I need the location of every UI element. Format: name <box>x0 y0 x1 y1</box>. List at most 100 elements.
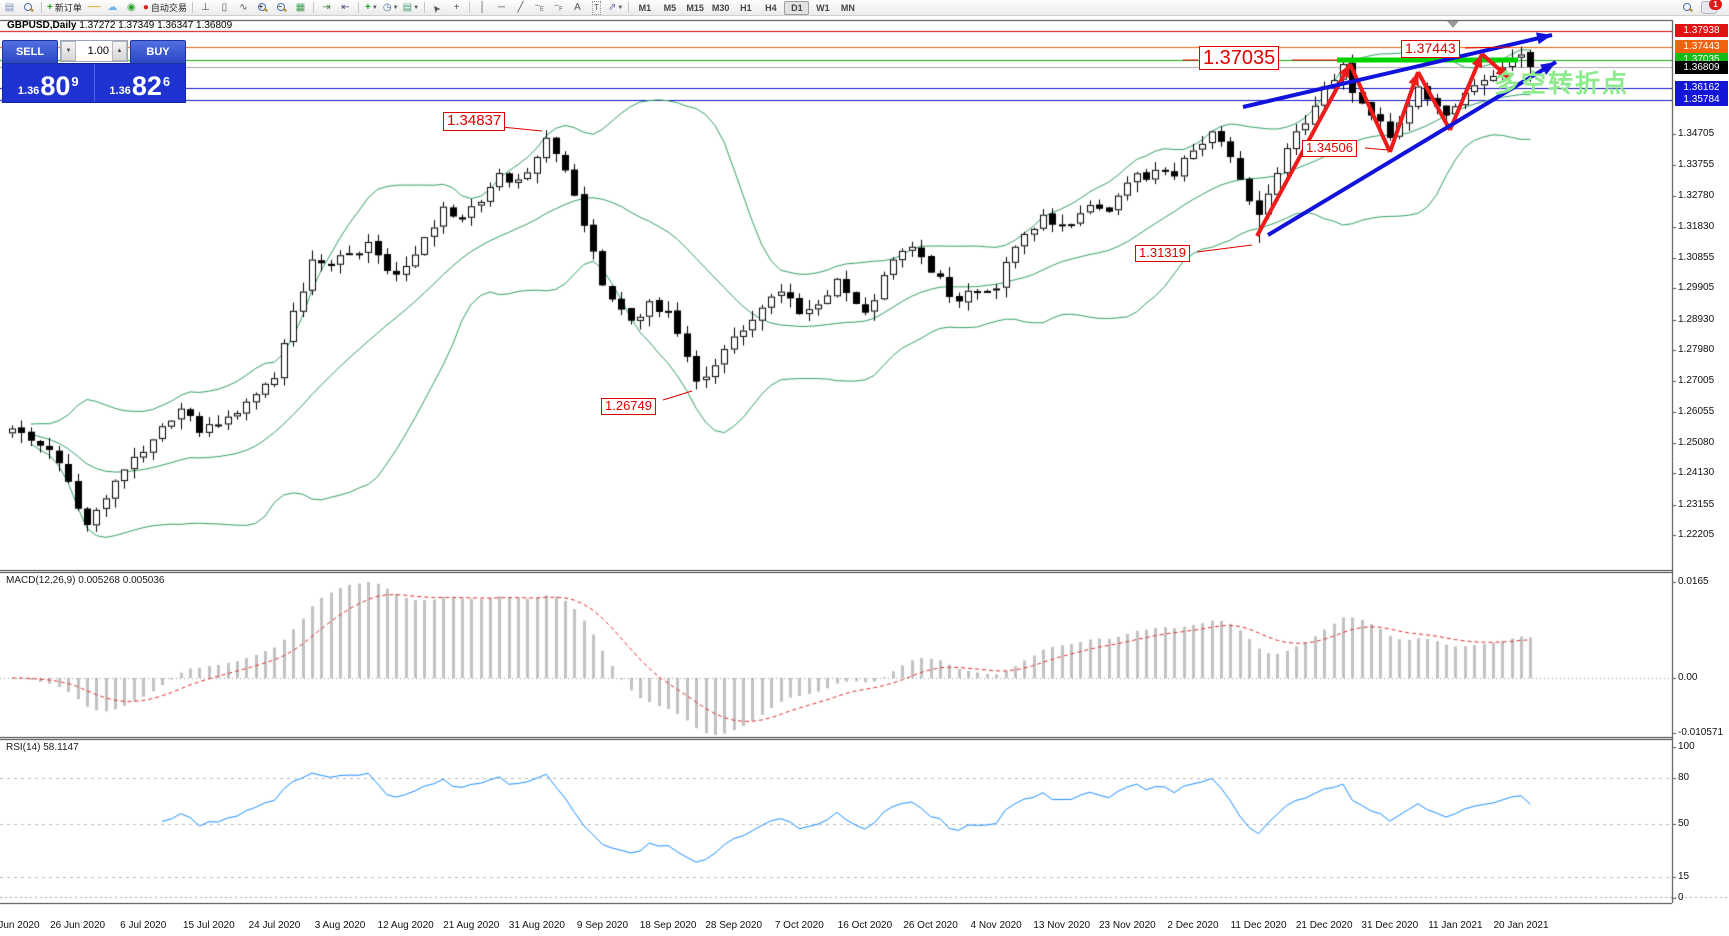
sell-price-display[interactable]: 1.36 80 9 <box>17 71 79 101</box>
bar-chart-mode-icon[interactable]: ⊥ <box>201 1 210 13</box>
price-level-badge: 1.36809 <box>1675 60 1728 74</box>
broom-icon[interactable]: ／ <box>86 0 102 15</box>
date-label: 7 Oct 2020 <box>774 920 824 931</box>
date-label: 12 Aug 2020 <box>377 920 434 931</box>
timeframe-M5[interactable]: M5 <box>663 2 677 13</box>
indicator-scale-label: 0.00 <box>1678 672 1698 683</box>
chart-window-icon[interactable]: ▤ <box>4 1 15 13</box>
candlestick-mode-icon[interactable]: ▯ <box>221 1 228 13</box>
trendline-tool-icon[interactable]: ╱ <box>517 1 524 13</box>
chevron-down-icon: ▼ <box>413 4 420 11</box>
date-label: 6 Jul 2020 <box>120 920 167 931</box>
volume-up-button[interactable]: ▲ <box>112 41 127 61</box>
zoom-out-icon[interactable]: − <box>273 1 290 14</box>
print-preview-icon[interactable] <box>20 1 37 14</box>
buy-price-display[interactable]: 1.36 82 6 <box>109 71 171 101</box>
date-label: 4 Nov 2020 <box>970 920 1022 931</box>
timeframe-H4[interactable]: H4 <box>765 2 777 13</box>
community-icon[interactable]: ☁ <box>107 1 118 13</box>
text-tool-icon[interactable]: A <box>574 1 581 13</box>
templates-button[interactable]: ▤ ▼ <box>402 1 420 13</box>
price-tick-label: 1.27005 <box>1678 375 1715 387</box>
arrows-tool-button[interactable]: ⇗ ▼ <box>608 1 624 13</box>
one-click-trading-panel: SELL ▼ ▲ BUY 1.36 80 9 1.36 82 6 <box>2 40 186 103</box>
date-label: 11 Jan 2021 <box>1428 920 1483 931</box>
price-tick-label: 1.34705 <box>1678 128 1715 140</box>
indicator-scale-label: 80 <box>1678 772 1690 783</box>
timeframe-M1[interactable]: M1 <box>638 2 652 13</box>
autotrading-button[interactable]: ● 自动交易 <box>142 1 187 13</box>
price-level-badge: 1.36162 <box>1675 81 1728 95</box>
price-tick-label: 1.28930 <box>1678 313 1715 325</box>
timeframe-H1[interactable]: H1 <box>740 2 752 13</box>
timeframe-button-group: M1 M5 M15 M30 H1 H4 D1 W1 MN <box>632 0 860 15</box>
volume-down-button[interactable]: ▼ <box>61 41 76 61</box>
date-label: 26 Jun 2020 <box>50 920 106 931</box>
vertical-line-tool-icon[interactable]: │ <box>479 1 486 13</box>
timeframe-D1[interactable]: D1 <box>784 0 810 15</box>
annotation-low-jan11[interactable]: 1.34506 <box>1302 140 1357 157</box>
indicators-button[interactable]: + ▼ <box>365 1 378 13</box>
date-label: 3 Aug 2020 <box>314 920 366 931</box>
price-tick-label: 1.31830 <box>1678 220 1715 232</box>
toolbar-separator <box>424 2 426 13</box>
line-chart-mode-icon[interactable]: ∿ <box>239 1 248 13</box>
toolbar-separator <box>191 2 193 13</box>
timeframe-W1[interactable]: W1 <box>816 2 830 13</box>
toolbar-separator <box>469 2 471 13</box>
price-tick-label: 1.22205 <box>1678 529 1715 541</box>
channel-tool-icon[interactable]: ┄E <box>535 0 544 13</box>
chart-shift-marker[interactable] <box>1447 21 1459 28</box>
price-tick-label: 1.27980 <box>1678 343 1715 355</box>
annotation-low-dec11[interactable]: 1.31319 <box>1135 245 1190 262</box>
timeframe-MN[interactable]: MN <box>840 2 855 13</box>
price-tick-label: 1.23155 <box>1678 498 1715 510</box>
date-label: 2 Dec 2020 <box>1167 920 1219 931</box>
search-icon[interactable] <box>1683 3 1692 12</box>
auto-scroll-icon[interactable]: ⇥ <box>322 1 331 13</box>
crosshair-tool-icon[interactable]: + <box>453 1 460 13</box>
zoom-in-icon[interactable]: + <box>254 1 271 14</box>
sell-button[interactable]: SELL <box>2 40 58 64</box>
indicator-scale-label: -0.010571 <box>1678 727 1724 738</box>
indicator-scale-label: 50 <box>1678 818 1690 829</box>
timeframe-M30[interactable]: M30 <box>711 2 730 13</box>
periods-button[interactable]: ◷ ▼ <box>382 1 399 13</box>
chevron-down-icon: ▼ <box>392 4 399 11</box>
annotation-low-sep23[interactable]: 1.26749 <box>601 398 656 415</box>
buy-button[interactable]: BUY <box>130 40 186 64</box>
date-label: 9 Sep 2020 <box>576 920 629 931</box>
toolbar-right-group: 1 <box>1683 0 1729 14</box>
text-label-tool-icon[interactable]: T <box>588 0 605 15</box>
cursor-tool-icon[interactable]: ➤ <box>430 1 445 15</box>
tile-windows-icon[interactable]: ▦ <box>295 1 306 13</box>
ohlc-values: 1.37272 1.37349 1.36347 1.36809 <box>79 20 233 31</box>
annotation-high-jan04[interactable]: 1.37035 <box>1199 46 1280 71</box>
new-order-button[interactable]: + 新订单 <box>47 1 82 13</box>
date-label: 20 Jan 2021 <box>1493 920 1549 931</box>
fibonacci-tool-icon[interactable]: ┄F <box>554 0 563 13</box>
signal-icon[interactable]: ◉ <box>126 1 136 13</box>
date-label: 21 Aug 2020 <box>443 920 500 931</box>
chart-shift-icon[interactable]: ⇤ <box>341 1 350 13</box>
volume-input[interactable] <box>76 41 112 61</box>
chart-note-text: 多空转折点 <box>1494 70 1630 98</box>
main-toolbar: ▤ + 新订单 ／ ☁ ◉ ● 自动交易 ⊥ ▯ ∿ + − ▦ ⇥ ⇤ + ▼ … <box>0 0 1729 16</box>
notification-icon[interactable]: 1 <box>1701 0 1722 14</box>
volume-spinner: ▼ ▲ <box>60 40 128 62</box>
horizontal-line-tool-icon[interactable]: ─ <box>497 1 506 13</box>
price-level-badge: 1.35784 <box>1675 93 1728 107</box>
date-label: 18 Sep 2020 <box>639 920 697 931</box>
date-label: 28 Sep 2020 <box>705 920 763 931</box>
timeframe-M15[interactable]: M15 <box>686 2 704 13</box>
annotation-high-sep1[interactable]: 1.34837 <box>443 112 506 131</box>
symbol-period-label: GBPUSD,Daily <box>7 20 77 31</box>
price-tick-label: 1.29905 <box>1678 282 1715 294</box>
new-order-icon: + <box>47 1 53 13</box>
annotation-high-jan20[interactable]: 1.37443 <box>1401 40 1460 58</box>
date-label: 13 Nov 2020 <box>1033 920 1091 931</box>
price-level-badge: 1.37443 <box>1675 40 1728 54</box>
date-label: 16 Oct 2020 <box>837 920 893 931</box>
